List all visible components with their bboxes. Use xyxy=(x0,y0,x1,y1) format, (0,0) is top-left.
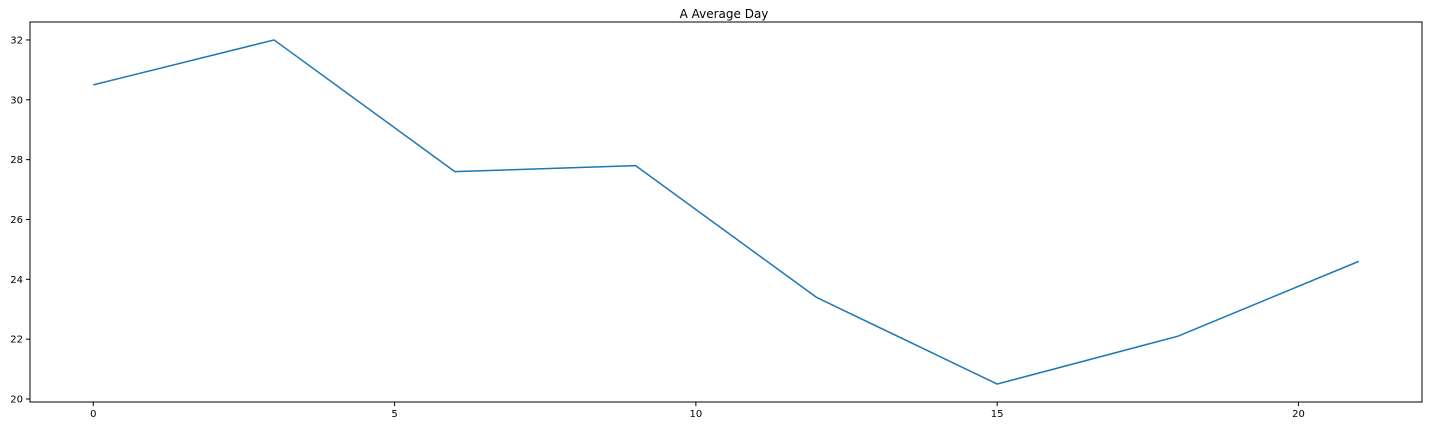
y-tick-label: 26 xyxy=(10,215,23,226)
x-tick-label: 0 xyxy=(90,409,96,420)
chart-title: A Average Day xyxy=(680,7,769,21)
data-point xyxy=(453,170,456,173)
series-line xyxy=(93,39,1360,385)
y-axis: 20 22 24 26 28 30 32 xyxy=(10,35,30,406)
y-tick-label: 20 xyxy=(10,395,23,406)
x-axis: 0 5 10 15 20 xyxy=(90,402,1305,420)
x-tick-label: 5 xyxy=(391,409,397,420)
y-tick-label: 24 xyxy=(10,275,23,286)
x-tick-label: 15 xyxy=(991,409,1004,420)
data-point xyxy=(996,383,999,386)
series-layer xyxy=(92,38,1360,386)
y-tick-label: 22 xyxy=(10,335,23,346)
data-point xyxy=(92,83,95,86)
data-point xyxy=(273,38,276,41)
x-tick-label: 10 xyxy=(690,409,703,420)
y-tick-label: 30 xyxy=(10,95,23,106)
x-tick-label: 20 xyxy=(1292,409,1305,420)
data-point xyxy=(1176,335,1179,338)
data-point xyxy=(634,164,637,167)
y-tick-label: 32 xyxy=(10,35,23,46)
data-point xyxy=(1357,260,1360,263)
plot-frame xyxy=(29,21,1423,403)
y-tick-label: 28 xyxy=(10,155,23,166)
data-point xyxy=(815,296,818,299)
